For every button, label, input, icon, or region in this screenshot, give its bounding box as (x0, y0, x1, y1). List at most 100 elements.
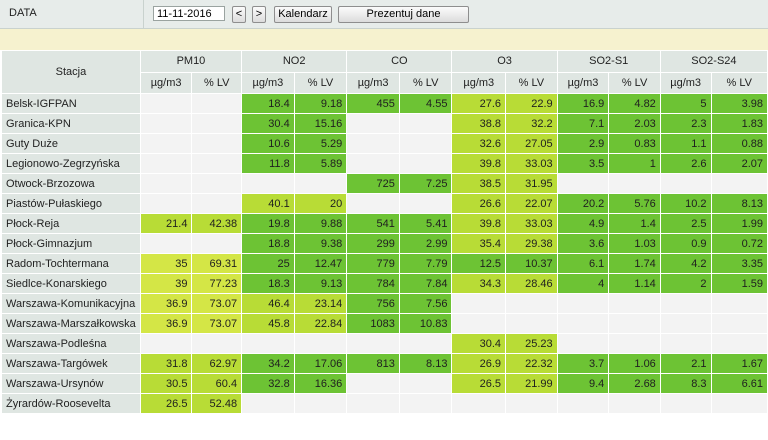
percent-lv-cell (398, 373, 453, 394)
concentration-cell: 2.9 (556, 133, 610, 154)
percent-lv-cell: 16.36 (293, 373, 348, 394)
concentration-cell: 2 (659, 273, 712, 294)
concentration-cell (346, 153, 400, 174)
concentration-cell: 32.6 (451, 133, 507, 154)
unit-header: % LV (398, 71, 453, 94)
concentration-cell: 46.4 (241, 293, 295, 314)
percent-lv-cell (293, 333, 348, 354)
concentration-cell: 27.6 (451, 93, 507, 114)
table-row: Warszawa-Podleśna 30.4 25.23 (1, 333, 768, 354)
percent-lv-cell (191, 153, 243, 174)
percent-lv-cell: 1.83 (710, 113, 768, 134)
concentration-cell: 4.9 (556, 213, 610, 234)
concentration-cell: 1083 (346, 313, 400, 334)
station-name: Belsk-IGFPAN (1, 93, 141, 114)
concentration-cell (139, 153, 193, 174)
table-row: Granica-KPN 30.4 15.16 38.8 32.2 7.1 2.03 2.3 1.… (1, 113, 768, 134)
percent-lv-cell: 22.9 (505, 93, 558, 114)
concentration-cell (139, 113, 193, 134)
concentration-cell (556, 393, 610, 414)
concentration-cell: 8.3 (659, 373, 712, 394)
concentration-cell (451, 313, 507, 334)
concentration-cell: 0.9 (659, 233, 712, 254)
info-band (0, 29, 768, 50)
concentration-cell (659, 173, 712, 194)
pollutant-header: SO2-S1 (556, 50, 661, 73)
percent-lv-cell (505, 293, 558, 314)
unit-header: % LV (608, 71, 661, 94)
table-row: Warszawa-Ursynów 30.5 60.4 32.8 16.36 26.5 21.… (1, 373, 768, 394)
percent-lv-cell: 33.03 (505, 213, 558, 234)
concentration-cell: 26.6 (451, 193, 507, 214)
next-day-button[interactable]: > (252, 6, 266, 23)
concentration-cell: 9.4 (556, 373, 610, 394)
percent-lv-cell: 9.13 (293, 273, 348, 294)
percent-lv-cell (191, 193, 243, 214)
concentration-cell: 2.6 (659, 153, 712, 174)
percent-lv-cell: 31.95 (505, 173, 558, 194)
unit-header: µg/m3 (659, 71, 712, 94)
concentration-cell: 26.9 (451, 353, 507, 374)
present-data-button[interactable]: Prezentuj dane (338, 6, 469, 23)
concentration-cell (139, 333, 193, 354)
percent-lv-cell: 9.88 (293, 213, 348, 234)
concentration-cell (241, 333, 295, 354)
concentration-cell: 38.8 (451, 113, 507, 134)
concentration-cell (139, 173, 193, 194)
percent-lv-cell: 69.31 (191, 253, 243, 274)
percent-lv-cell: 9.18 (293, 93, 348, 114)
percent-lv-cell (191, 93, 243, 114)
percent-lv-cell (191, 233, 243, 254)
date-input[interactable] (153, 6, 225, 21)
percent-lv-cell: 28.46 (505, 273, 558, 294)
table-row: Płock-Reja 21.4 42.38 19.8 9.88 541 5.41 39.8 33… (1, 213, 768, 234)
concentration-cell: 39.8 (451, 153, 507, 174)
percent-lv-cell: 7.84 (398, 273, 453, 294)
concentration-cell (241, 393, 295, 414)
percent-lv-cell: 5.29 (293, 133, 348, 154)
concentration-cell: 34.3 (451, 273, 507, 294)
table-row: Radom-Tochtermana 35 69.31 25 12.47 779 7.79 12… (1, 253, 768, 274)
percent-lv-cell (608, 293, 661, 314)
percent-lv-cell: 3.35 (710, 253, 768, 274)
calendar-button[interactable]: Kalendarz (274, 6, 332, 23)
pollutant-header: O3 (451, 50, 558, 73)
percent-lv-cell: 52.48 (191, 393, 243, 414)
concentration-cell: 25 (241, 253, 295, 274)
concentration-cell: 2.3 (659, 113, 712, 134)
percent-lv-cell: 7.25 (398, 173, 453, 194)
concentration-cell: 756 (346, 293, 400, 314)
percent-lv-cell (505, 313, 558, 334)
percent-lv-cell: 9.38 (293, 233, 348, 254)
concentration-cell (241, 173, 295, 194)
percent-lv-cell: 22.07 (505, 193, 558, 214)
percent-lv-cell (191, 113, 243, 134)
concentration-cell (556, 293, 610, 314)
percent-lv-cell: 3.98 (710, 93, 768, 114)
unit-header: µg/m3 (139, 71, 193, 94)
percent-lv-cell (398, 193, 453, 214)
percent-lv-cell: 0.88 (710, 133, 768, 154)
station-name: Warszawa-Podleśna (1, 333, 141, 354)
table-row: Warszawa-Marszałkowska 36.9 73.07 45.8 22.84… (1, 313, 768, 334)
concentration-cell (139, 133, 193, 154)
previous-day-button[interactable]: < (232, 6, 246, 23)
concentration-cell: 2.5 (659, 213, 712, 234)
percent-lv-cell (608, 333, 661, 354)
percent-lv-cell: 1.14 (608, 273, 661, 294)
percent-lv-cell: 1.4 (608, 213, 661, 234)
percent-lv-cell: 2.03 (608, 113, 661, 134)
station-name: Granica-KPN (1, 113, 141, 134)
percent-lv-cell: 5.89 (293, 153, 348, 174)
percent-lv-cell: 8.13 (710, 193, 768, 214)
percent-lv-cell: 0.83 (608, 133, 661, 154)
concentration-cell (659, 393, 712, 414)
concentration-cell: 18.4 (241, 93, 295, 114)
pollutant-header: PM10 (139, 50, 243, 73)
percent-lv-cell: 29.38 (505, 233, 558, 254)
concentration-cell: 30.4 (241, 113, 295, 134)
percent-lv-cell: 6.61 (710, 373, 768, 394)
concentration-cell: 541 (346, 213, 400, 234)
station-name: Siedlce-Konarskiego (1, 273, 141, 294)
percent-lv-cell (710, 333, 768, 354)
